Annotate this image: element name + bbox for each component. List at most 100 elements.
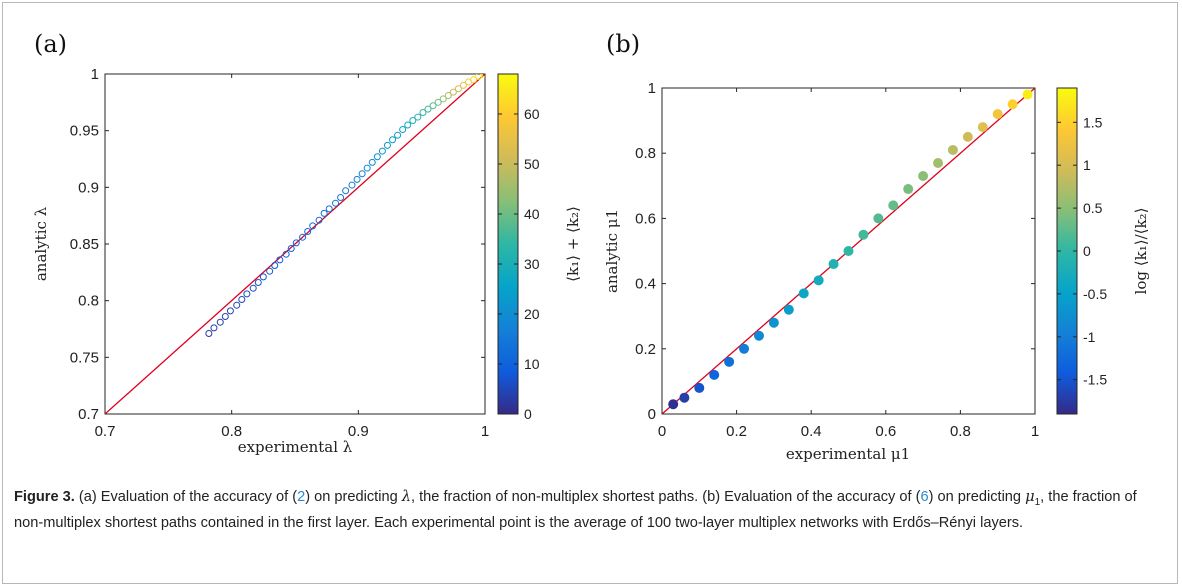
data-point [783,304,794,315]
data-point [287,245,295,253]
data-point [315,216,323,224]
data-point [888,200,899,211]
colorbar-tick-label: -1.5 [1083,372,1107,388]
data-point [282,250,290,258]
y-tick-label: 0.7 [78,406,99,423]
caption-text-2: ) on predicting [305,489,402,505]
data-point [238,296,246,304]
figure-caption: Figure 3. (a) Evaluation of the accuracy… [14,487,1164,533]
x-tick-label: 0.9 [348,423,369,440]
data-point [1007,99,1018,110]
panel-a-colorbar [497,73,519,415]
panel-b-label: (b) [606,30,640,58]
colorbar-tick-label: -1 [1083,329,1096,345]
y-tick-label: 0.85 [70,236,99,253]
data-point [337,194,345,202]
data-point [320,209,328,217]
data-point [424,105,432,113]
caption-label: Figure 3. [14,489,75,505]
equation-ref-6[interactable]: 6 [920,489,929,505]
data-point [205,330,213,338]
colorbar-tick-label: 0 [524,406,532,422]
caption-text-4: ) on predicting [928,489,1026,505]
data-point [873,213,884,224]
data-point [798,288,809,299]
data-point [409,116,417,124]
colorbar-tick-label: 1.5 [1083,114,1103,130]
data-point [434,98,442,106]
y-tick-label: 0 [648,406,656,423]
data-point [947,144,958,155]
data-point [353,175,361,183]
data-point [903,184,914,195]
data-point [858,229,869,240]
data-point [332,199,340,207]
colorbar-tick-label: 40 [524,206,540,222]
panel-a-xlabel: experimental λ [238,438,353,456]
y-tick-label: 0.8 [635,145,656,162]
data-point [828,259,839,270]
data-point [399,126,407,134]
colorbar-tick-label: 60 [524,106,540,122]
colorbar-tick-label: 0.5 [1083,200,1103,216]
colorbar-tick-label: 1 [1083,157,1091,173]
colorbar-tick-label: 10 [524,356,540,372]
data-point [843,246,854,256]
mu-subscript: 1 [1034,496,1041,508]
equation-ref-2[interactable]: 2 [297,489,306,505]
data-point [394,131,402,139]
y-tick-label: 0.95 [70,123,99,140]
data-point [470,76,478,84]
data-point [383,141,391,149]
data-point [459,81,467,89]
data-point [363,164,371,172]
panel-b-ylabel: analytic μ1 [603,209,621,293]
panel-a-ylabel: analytic λ [32,206,50,281]
data-point [299,233,307,241]
data-point [373,153,381,161]
colorbar-tick-label: 30 [524,256,540,272]
y-tick-label: 0.9 [78,179,99,196]
data-point [739,343,750,354]
data-point [259,273,267,281]
data-point [266,267,274,275]
panel-a-colorbar-label: ⟨k₁⟩ + ⟨k₂⟩ [564,206,582,282]
data-point [348,181,356,189]
data-point [404,121,412,129]
data-point [419,109,427,117]
x-tick-label: 1 [481,423,489,440]
data-point [768,317,779,328]
colorbar-tick-label: -0.5 [1083,286,1107,302]
data-point [962,131,973,142]
data-point [216,318,224,326]
data-point [709,369,720,380]
x-tick-label: 0.4 [801,423,822,440]
data-point [813,275,824,286]
data-point [475,74,483,80]
caption-text-3: , the fraction of non-multiplex shortest… [411,489,921,505]
data-point [992,109,1003,120]
data-point [378,147,386,155]
data-point [977,122,988,133]
data-point [254,279,262,287]
data-point [342,187,350,195]
data-point [249,284,257,292]
data-point [933,157,944,168]
colorbar-tick-label: 0 [1083,243,1091,259]
x-tick-label: 0.8 [221,423,242,440]
y-tick-label: 1 [648,80,656,97]
colorbar-tick-label: 50 [524,156,540,172]
data-point [444,92,452,100]
y-tick-label: 1 [91,66,99,83]
data-point [414,113,422,121]
y-tick-label: 0.4 [635,276,656,293]
data-point [389,136,397,144]
data-point [1022,89,1033,100]
panel-b-xlabel: experimental μ1 [786,445,910,463]
panel-b-colorbar-label: log ⟨k₁⟩/⟨k₂⟩ [1132,208,1150,295]
data-point [694,382,705,393]
y-tick-label: 0.8 [78,293,99,310]
data-point [292,239,300,247]
data-point [304,228,312,236]
